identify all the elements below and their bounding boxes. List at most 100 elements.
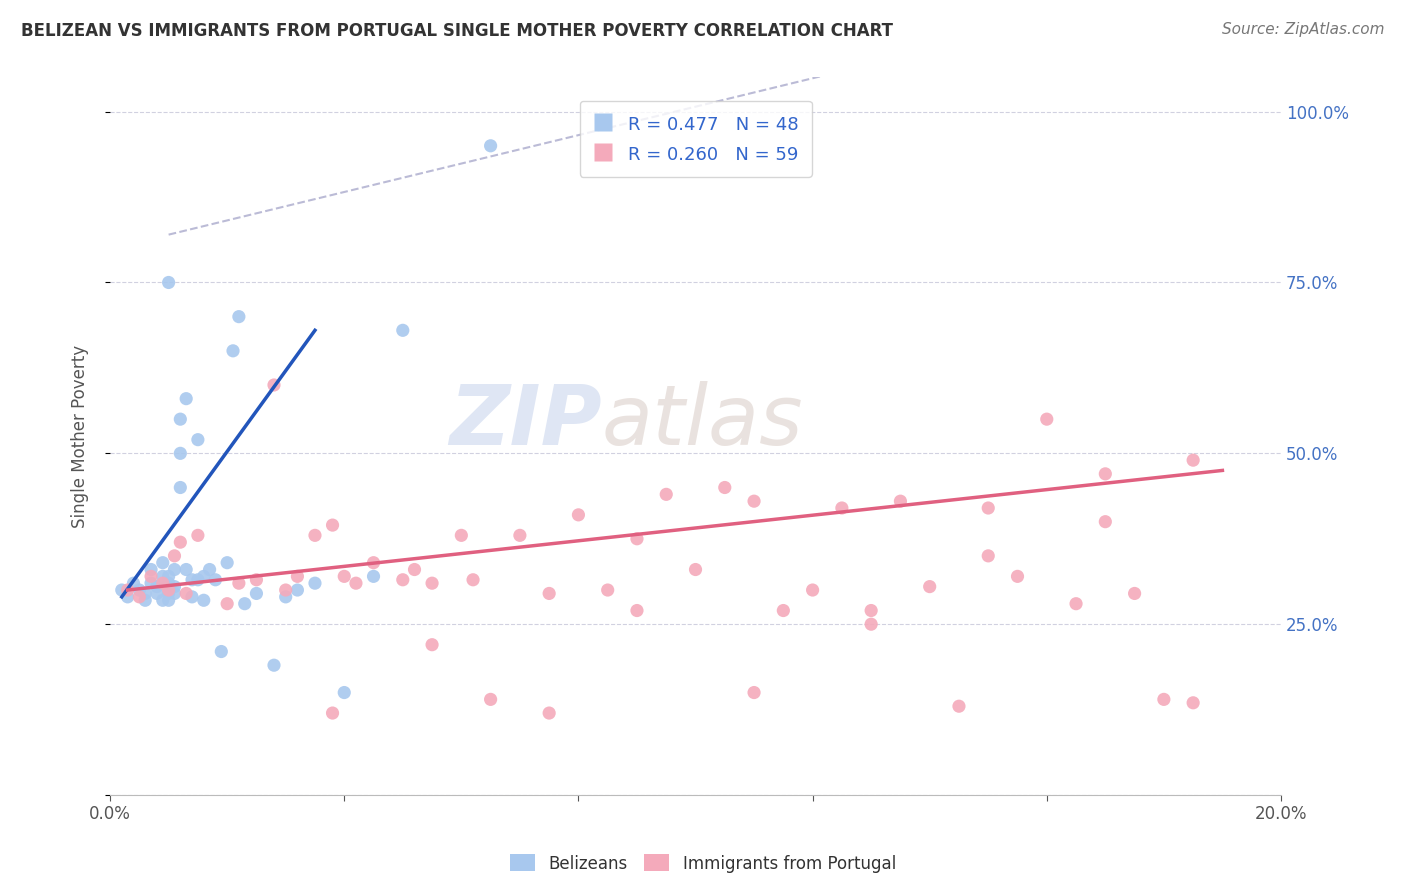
Point bbox=[1182, 696, 1205, 710]
Point bbox=[363, 569, 385, 583]
Point bbox=[1036, 412, 1059, 426]
Point bbox=[596, 582, 619, 597]
Point bbox=[128, 582, 150, 597]
Point bbox=[801, 582, 824, 597]
Point bbox=[713, 481, 735, 495]
Point bbox=[228, 310, 250, 324]
Point bbox=[1094, 467, 1116, 481]
Point bbox=[152, 556, 174, 570]
Point bbox=[363, 556, 385, 570]
Point bbox=[163, 580, 186, 594]
Point bbox=[461, 573, 484, 587]
Point bbox=[509, 528, 531, 542]
Point bbox=[1064, 597, 1087, 611]
Point bbox=[860, 617, 883, 632]
Point bbox=[304, 528, 326, 542]
Point bbox=[181, 573, 204, 587]
Point bbox=[152, 576, 174, 591]
Point bbox=[146, 586, 169, 600]
Point bbox=[233, 597, 256, 611]
Point bbox=[742, 494, 765, 508]
Point bbox=[157, 586, 180, 600]
Text: Source: ZipAtlas.com: Source: ZipAtlas.com bbox=[1222, 22, 1385, 37]
Point bbox=[1182, 453, 1205, 467]
Point bbox=[228, 576, 250, 591]
Point bbox=[685, 562, 707, 576]
Point bbox=[174, 586, 197, 600]
Point bbox=[1094, 515, 1116, 529]
Point bbox=[1153, 692, 1175, 706]
Point bbox=[209, 644, 232, 658]
Point bbox=[479, 138, 502, 153]
Point bbox=[187, 573, 209, 587]
Point bbox=[157, 569, 180, 583]
Point bbox=[174, 562, 197, 576]
Point bbox=[391, 323, 413, 337]
Point bbox=[157, 276, 180, 290]
Point bbox=[169, 481, 191, 495]
Legend: Belizeans, Immigrants from Portugal: Belizeans, Immigrants from Portugal bbox=[503, 847, 903, 880]
Point bbox=[287, 582, 309, 597]
Point bbox=[287, 569, 309, 583]
Point bbox=[128, 590, 150, 604]
Point bbox=[322, 706, 344, 720]
Point bbox=[134, 593, 156, 607]
Point bbox=[169, 446, 191, 460]
Point bbox=[187, 528, 209, 542]
Point bbox=[274, 582, 297, 597]
Point bbox=[1123, 586, 1146, 600]
Point bbox=[450, 528, 472, 542]
Point bbox=[889, 494, 911, 508]
Point bbox=[193, 593, 215, 607]
Point bbox=[222, 343, 245, 358]
Point bbox=[146, 580, 169, 594]
Point bbox=[117, 590, 139, 604]
Point bbox=[304, 576, 326, 591]
Point bbox=[157, 593, 180, 607]
Point bbox=[163, 549, 186, 563]
Point bbox=[187, 433, 209, 447]
Point bbox=[152, 569, 174, 583]
Point bbox=[538, 706, 561, 720]
Point bbox=[977, 501, 1000, 516]
Point bbox=[344, 576, 367, 591]
Text: ZIP: ZIP bbox=[450, 382, 602, 462]
Point bbox=[163, 586, 186, 600]
Text: BELIZEAN VS IMMIGRANTS FROM PORTUGAL SINGLE MOTHER POVERTY CORRELATION CHART: BELIZEAN VS IMMIGRANTS FROM PORTUGAL SIN… bbox=[21, 22, 893, 40]
Point bbox=[479, 692, 502, 706]
Point bbox=[626, 603, 648, 617]
Point bbox=[193, 569, 215, 583]
Point bbox=[333, 685, 356, 699]
Legend: R = 0.477   N = 48, R = 0.260   N = 59: R = 0.477 N = 48, R = 0.260 N = 59 bbox=[579, 101, 811, 177]
Point bbox=[163, 562, 186, 576]
Point bbox=[198, 562, 221, 576]
Point bbox=[404, 562, 426, 576]
Point bbox=[333, 569, 356, 583]
Point bbox=[263, 658, 285, 673]
Point bbox=[217, 597, 239, 611]
Point bbox=[977, 549, 1000, 563]
Point bbox=[117, 582, 139, 597]
Point bbox=[742, 685, 765, 699]
Text: atlas: atlas bbox=[602, 382, 803, 462]
Point bbox=[157, 576, 180, 591]
Point bbox=[245, 573, 267, 587]
Point bbox=[948, 699, 970, 714]
Point bbox=[111, 582, 134, 597]
Point bbox=[420, 576, 443, 591]
Point bbox=[169, 535, 191, 549]
Point bbox=[139, 569, 162, 583]
Point bbox=[860, 603, 883, 617]
Point bbox=[274, 590, 297, 604]
Point bbox=[831, 501, 853, 516]
Point bbox=[181, 590, 204, 604]
Point bbox=[391, 573, 413, 587]
Point bbox=[772, 603, 794, 617]
Point bbox=[538, 586, 561, 600]
Point bbox=[204, 573, 226, 587]
Point bbox=[918, 580, 941, 594]
Point bbox=[217, 556, 239, 570]
Point bbox=[152, 593, 174, 607]
Y-axis label: Single Mother Poverty: Single Mother Poverty bbox=[72, 344, 89, 528]
Point bbox=[139, 576, 162, 591]
